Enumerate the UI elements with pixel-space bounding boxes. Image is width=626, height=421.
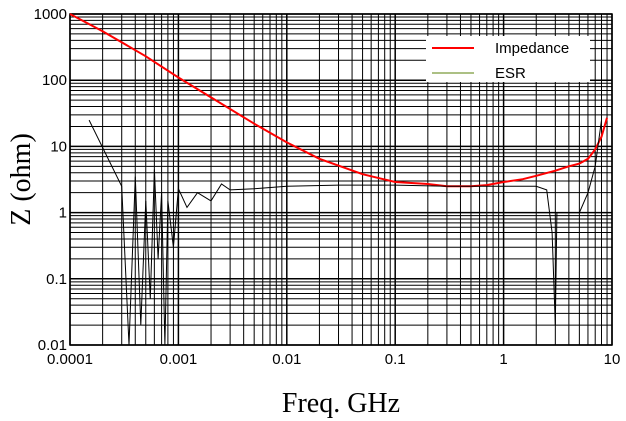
legend-box	[426, 36, 590, 82]
x-tick-label: 0.1	[385, 351, 406, 368]
x-tick-label: 0.01	[272, 351, 301, 368]
x-axis-title: Freq. GHz	[282, 388, 400, 419]
y-tick-label: 1	[59, 205, 67, 222]
legend: Impedance ESR	[426, 36, 590, 82]
x-tick-label: 10	[604, 351, 621, 368]
x-tick-labels: 0.0001 0.001 0.01 0.1 1 10	[47, 351, 620, 368]
y-axis-title: Z (ohm)	[6, 133, 37, 226]
x-tick-label: 0.001	[160, 351, 198, 368]
x-tick-label: 1	[499, 351, 507, 368]
series-line-esr	[88, 119, 602, 346]
y-tick-labels: 0.01 0.1 1 10 100 1000	[34, 6, 67, 354]
y-tick-label: 1000	[34, 6, 67, 23]
x-tick-label: 0.0001	[47, 351, 93, 368]
legend-label-impedance: Impedance	[495, 40, 569, 57]
y-tick-label: 10	[50, 138, 67, 155]
legend-label-esr: ESR	[495, 65, 526, 82]
grid-minor	[70, 14, 612, 345]
series-layer	[69, 13, 608, 346]
y-tick-label: 0.1	[46, 271, 67, 288]
y-tick-label: 0.01	[38, 337, 67, 354]
y-tick-label: 100	[42, 72, 67, 89]
plot-frame	[69, 13, 613, 346]
